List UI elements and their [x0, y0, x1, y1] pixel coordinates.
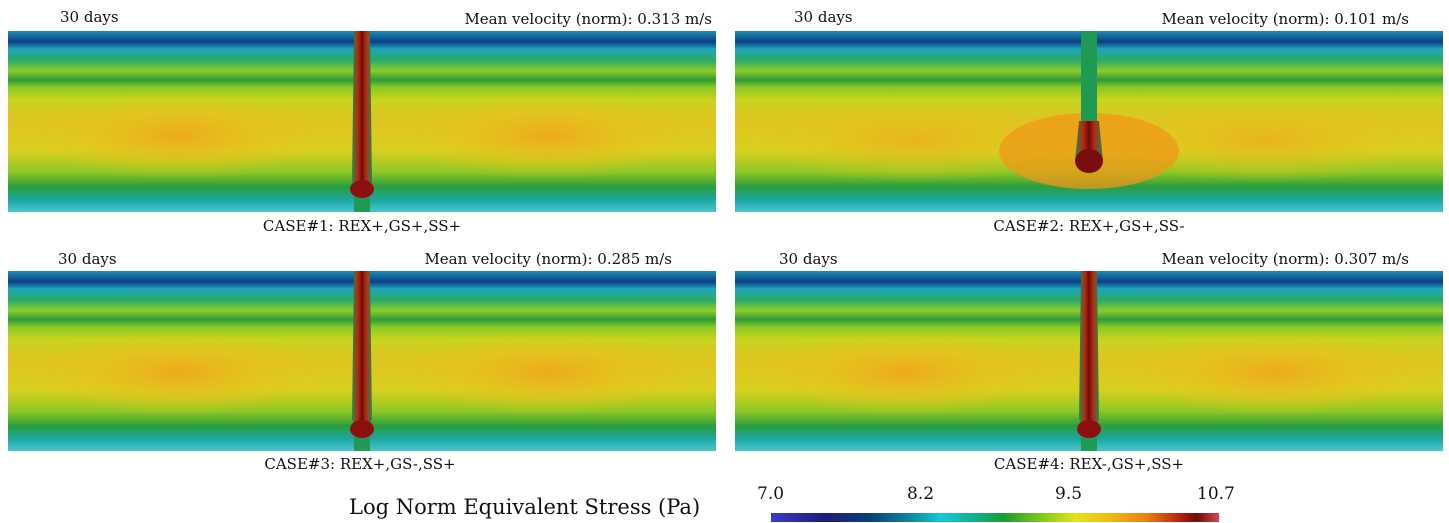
panel-case-3: 30 days Mean velocity (norm): 0.285 m/s …: [0, 246, 720, 486]
colorbar-tick: 10.7: [1197, 484, 1235, 504]
stress-field-image: [735, 271, 1443, 451]
colorbar-tick: 7.0: [757, 484, 785, 504]
mean-velocity-label: Mean velocity (norm): 0.307 m/s: [1161, 250, 1409, 268]
mean-velocity-label: Mean velocity (norm): 0.101 m/s: [1161, 10, 1409, 28]
case-caption: CASE#2: REX+,GS+,SS-: [993, 217, 1185, 235]
stress-field-image: [8, 271, 716, 451]
stress-field-image: [8, 31, 716, 212]
colorbar-gradient: [771, 513, 1219, 522]
days-label: 30 days: [794, 8, 853, 26]
days-label: 30 days: [60, 8, 119, 26]
mean-velocity-label: Mean velocity (norm): 0.285 m/s: [424, 250, 672, 268]
mean-velocity-label: Mean velocity (norm): 0.313 m/s: [464, 10, 712, 28]
days-label: 30 days: [779, 250, 838, 268]
panel-case-4: 30 days Mean velocity (norm): 0.307 m/s …: [727, 246, 1449, 486]
stress-field-image: [735, 31, 1443, 212]
case-caption: CASE#1: REX+,GS+,SS+: [262, 217, 462, 235]
panel-case-1: 30 days Mean velocity (norm): 0.313 m/s …: [0, 0, 720, 240]
colorbar-tick: 9.5: [1055, 484, 1083, 504]
days-label: 30 days: [58, 250, 117, 268]
case-caption: CASE#3: REX+,GS-,SS+: [264, 455, 456, 473]
colorbar-title: Log Norm Equivalent Stress (Pa): [349, 495, 701, 519]
case-caption: CASE#4: REX-,GS+,SS+: [993, 455, 1185, 473]
panel-case-2: 30 days Mean velocity (norm): 0.101 m/s …: [727, 0, 1449, 240]
colorbar-tick: 8.2: [907, 484, 935, 504]
